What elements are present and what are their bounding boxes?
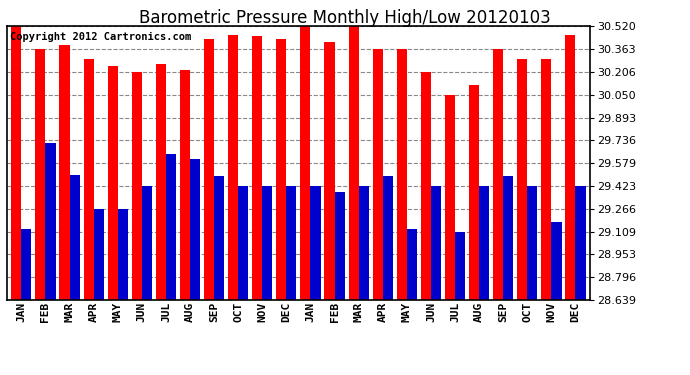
Bar [262,186,273,300]
Bar [397,49,407,300]
Bar [204,39,214,300]
Bar [493,49,503,300]
Bar [445,94,455,300]
Bar [503,176,513,300]
Bar [156,64,166,300]
Bar [238,186,248,300]
Bar [35,49,46,300]
Bar [359,186,368,300]
Bar [518,59,527,300]
Bar [300,23,310,300]
Bar [21,228,32,300]
Bar [118,209,128,300]
Bar [190,159,200,300]
Text: Copyright 2012 Cartronics.com: Copyright 2012 Cartronics.com [10,32,191,42]
Bar [94,209,104,300]
Bar [252,36,262,300]
Bar [83,59,94,300]
Bar [166,154,176,300]
Bar [383,176,393,300]
Bar [421,72,431,300]
Bar [180,70,190,300]
Bar [11,26,21,300]
Bar [276,39,286,300]
Bar [46,142,56,300]
Bar [142,186,152,300]
Bar [431,186,441,300]
Bar [565,35,575,300]
Bar [575,186,586,300]
Text: Barometric Pressure Monthly High/Low 20120103: Barometric Pressure Monthly High/Low 201… [139,9,551,27]
Bar [541,59,551,300]
Bar [348,23,359,300]
Bar [214,176,224,300]
Bar [335,192,345,300]
Bar [286,186,297,300]
Bar [527,186,538,300]
Bar [59,45,70,300]
Bar [324,42,335,300]
Bar [469,86,479,300]
Bar [479,186,489,300]
Bar [310,186,321,300]
Bar [373,49,383,300]
Bar [407,228,417,300]
Bar [108,66,118,300]
Bar [132,72,142,300]
Bar [70,175,79,300]
Bar [455,232,465,300]
Bar [228,35,238,300]
Bar [551,222,562,300]
